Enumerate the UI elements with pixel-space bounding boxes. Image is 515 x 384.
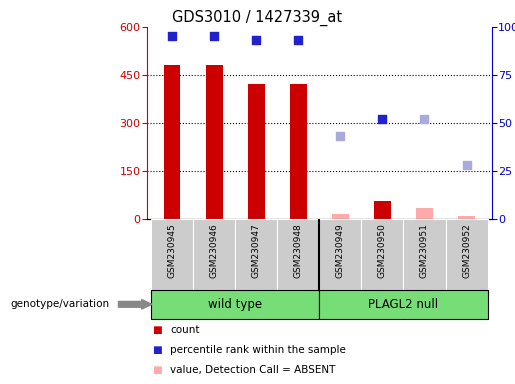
Text: GSM230945: GSM230945 [167,223,177,278]
Text: wild type: wild type [208,298,262,311]
Bar [319,290,488,319]
Bar [416,208,433,219]
Text: ■: ■ [152,345,162,355]
Text: GSM230947: GSM230947 [252,223,261,278]
Point [336,133,345,139]
Bar [403,219,445,290]
Bar [193,219,235,290]
Bar [290,84,306,219]
Bar [277,219,319,290]
Text: ■: ■ [152,325,162,335]
Text: count: count [170,325,199,335]
Text: GSM230951: GSM230951 [420,223,429,278]
Point [252,37,260,43]
Bar [374,201,391,219]
Text: GSM230952: GSM230952 [462,223,471,278]
Text: GSM230949: GSM230949 [336,223,345,278]
Bar [235,219,277,290]
Point [168,33,176,40]
Point [420,116,428,122]
Bar [332,214,349,219]
Text: genotype/variation: genotype/variation [10,299,109,310]
Text: value, Detection Call = ABSENT: value, Detection Call = ABSENT [170,365,335,375]
Text: ■: ■ [152,365,162,375]
Text: GDS3010 / 1427339_at: GDS3010 / 1427339_at [173,10,342,26]
Text: GSM230948: GSM230948 [294,223,303,278]
Bar [319,219,362,290]
Text: PLAGL2 null: PLAGL2 null [368,298,438,311]
Bar [458,216,475,219]
Point [462,162,471,168]
Point [294,37,302,43]
Bar [151,219,193,290]
Point [379,116,387,122]
Bar [362,219,403,290]
Point [210,33,218,40]
Text: GSM230946: GSM230946 [210,223,218,278]
Text: GSM230950: GSM230950 [378,223,387,278]
Bar [248,84,265,219]
Bar [445,219,488,290]
Bar [151,290,319,319]
Text: percentile rank within the sample: percentile rank within the sample [170,345,346,355]
Bar [164,65,180,219]
Bar [205,65,222,219]
